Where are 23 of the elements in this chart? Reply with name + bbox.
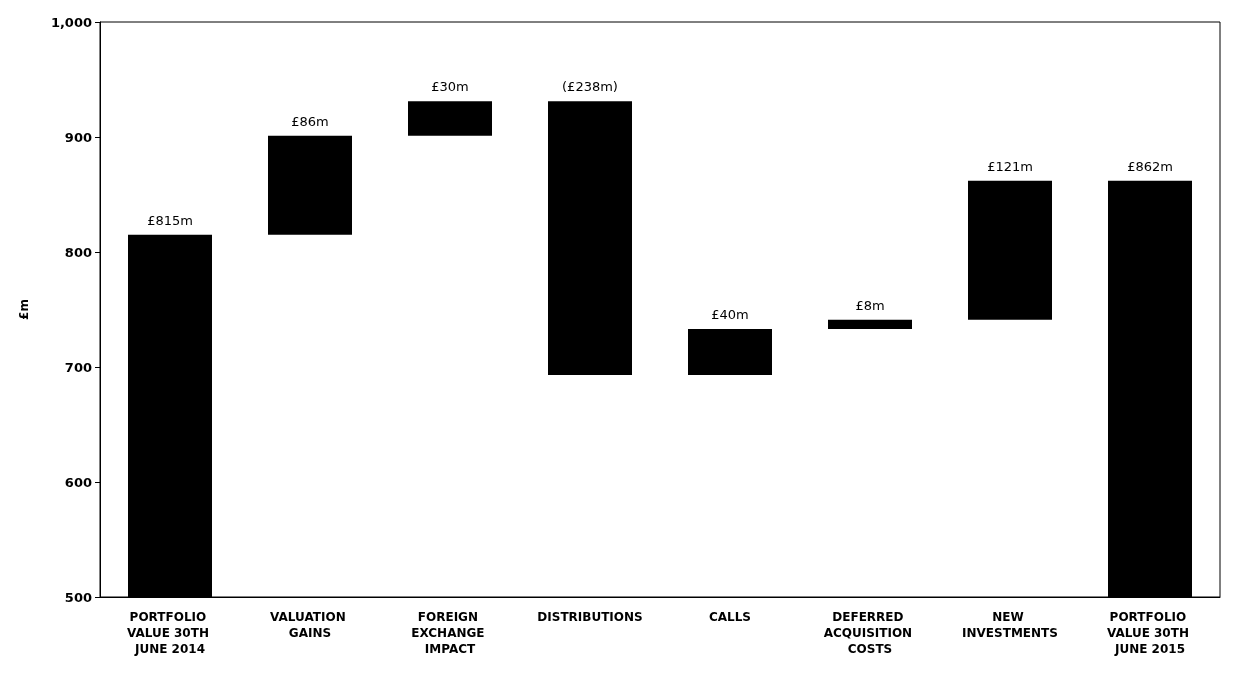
x-tick-label: VALUATION GAINS	[270, 610, 350, 640]
data-label: £121m	[987, 158, 1033, 174]
y-tick-label: 900	[64, 129, 92, 145]
data-label: (£238m)	[562, 79, 618, 95]
y-tick-label: 500	[64, 589, 92, 605]
x-tick-label: CALLS	[708, 610, 752, 624]
y-tick-label: 800	[64, 244, 92, 260]
data-label: £30m	[431, 79, 469, 95]
x-tick-label: DEFERRED ACQUISITION COSTS	[823, 610, 917, 656]
data-label: £8m	[855, 297, 885, 313]
x-tick-label: FOREIGN EXCHANGE IMPACT	[411, 610, 489, 656]
x-tick-label: PORTFOLIO VALUE 30TH JUNE 2015	[1106, 610, 1194, 656]
data-label: £86m	[291, 113, 329, 129]
y-tick-label: 1,000	[50, 14, 92, 30]
data-label: £815m	[147, 212, 193, 228]
y-tick-label: 600	[64, 474, 92, 490]
data-label: £862m	[1127, 158, 1173, 174]
x-tick-label: PORTFOLIO VALUE 30TH JUNE 2014	[126, 610, 214, 656]
x-tick-label: NEW INVESTMENTS	[962, 610, 1058, 640]
y-tick-label: 700	[64, 359, 92, 375]
y-axis-title: £m	[17, 299, 31, 320]
x-tick-label: DISTRIBUTIONS	[537, 610, 643, 624]
data-label: £40m	[711, 307, 749, 323]
